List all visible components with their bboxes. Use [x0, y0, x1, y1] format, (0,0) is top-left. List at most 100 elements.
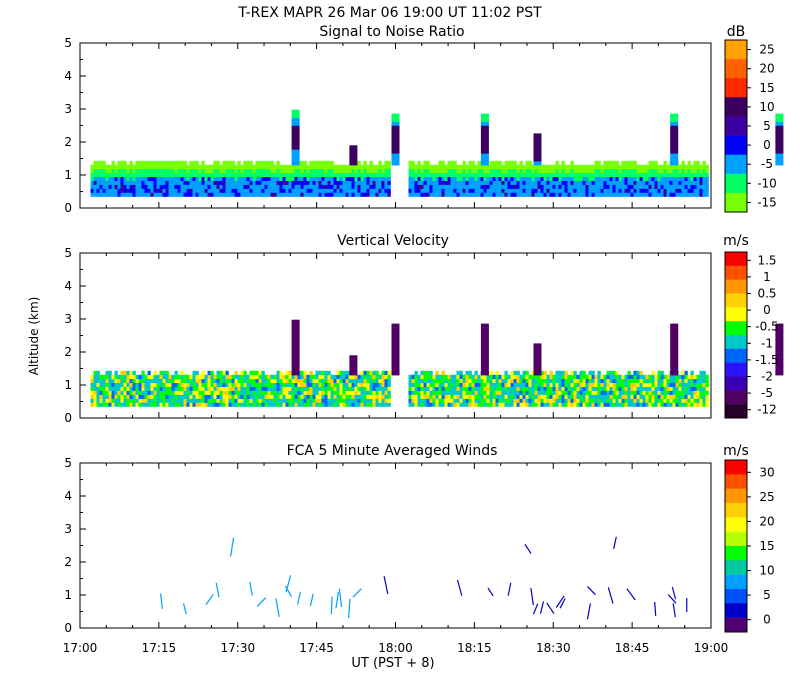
- field-cell: [510, 378, 514, 383]
- field-cell: [111, 180, 115, 185]
- field-cell: [657, 180, 661, 185]
- field-cell: [147, 378, 151, 383]
- field-cell: [108, 374, 112, 380]
- field-cell: [693, 176, 697, 181]
- field-cell: [444, 188, 448, 193]
- field-cell: [582, 172, 586, 177]
- colorbar-tick-label: -5: [761, 386, 773, 400]
- colorbar-swatch: [725, 617, 747, 633]
- field-cell: [540, 402, 544, 407]
- field-cell: [300, 172, 304, 177]
- field-cell: [192, 168, 196, 173]
- field-cell: [162, 402, 166, 407]
- field-cell: [498, 164, 502, 170]
- field-cell: [312, 382, 316, 387]
- field-cell: [312, 172, 316, 177]
- field-cell: [141, 184, 145, 189]
- field-cell: [198, 386, 202, 391]
- field-cell: [183, 164, 187, 170]
- field-cell: [141, 160, 145, 166]
- field-cell: [630, 176, 634, 181]
- field-cell: [564, 192, 568, 197]
- field-cell: [252, 164, 256, 170]
- field-cell: [168, 386, 172, 391]
- field-cell: [519, 394, 523, 399]
- field-cell: [105, 394, 109, 399]
- field-cell: [201, 164, 205, 170]
- field-cell: [480, 382, 484, 387]
- field-cell: [351, 374, 355, 380]
- field-cell: [420, 188, 424, 193]
- field-cell: [525, 192, 529, 197]
- field-cell: [678, 184, 682, 189]
- field-cell: [594, 192, 598, 197]
- field-cell: [378, 378, 382, 383]
- field-cell: [228, 172, 232, 177]
- field-cell: [549, 374, 553, 380]
- field-cell: [255, 188, 259, 193]
- field-cell: [474, 164, 478, 170]
- field-cell: [630, 164, 634, 170]
- field-cell: [168, 398, 172, 403]
- field-cell: [567, 374, 571, 380]
- field-cell: [570, 192, 574, 197]
- field-cell: [537, 390, 541, 395]
- field-cell: [363, 370, 367, 376]
- field-cell: [534, 180, 538, 185]
- field-cell: [670, 153, 679, 158]
- field-cell: [483, 184, 487, 189]
- field-cell: [372, 390, 376, 395]
- field-cell: [669, 188, 673, 193]
- y-tick-label: 1: [64, 588, 72, 602]
- field-cell: [489, 160, 493, 166]
- field-cell: [186, 176, 190, 181]
- field-cell: [702, 172, 706, 177]
- field-cell: [174, 160, 178, 166]
- field-cell: [288, 164, 292, 170]
- field-cell: [567, 180, 571, 185]
- field-cell: [342, 386, 346, 391]
- field-cell: [96, 394, 100, 399]
- field-cell: [483, 188, 487, 193]
- field-cell: [135, 390, 139, 395]
- field-cell: [144, 172, 148, 177]
- field-cell: [474, 394, 478, 399]
- field-cell: [534, 192, 538, 197]
- field-cell: [651, 378, 655, 383]
- field-cell: [522, 370, 526, 376]
- field-cell: [687, 386, 691, 391]
- field-cell: [420, 164, 424, 170]
- field-cell: [495, 188, 499, 193]
- field-cell: [391, 339, 400, 344]
- field-cell: [540, 390, 544, 395]
- field-cell: [378, 188, 382, 193]
- field-cell: [471, 378, 475, 383]
- field-cell: [105, 386, 109, 391]
- field-cell: [210, 172, 214, 177]
- field-cell: [108, 402, 112, 407]
- field-cell: [360, 176, 364, 181]
- field-cell: [690, 184, 694, 189]
- field-cell: [318, 382, 322, 387]
- field-cell: [273, 378, 277, 383]
- field-cell: [363, 386, 367, 391]
- field-cell: [645, 192, 649, 197]
- field-cell: [252, 184, 256, 189]
- field-cell: [687, 164, 691, 170]
- field-cell: [108, 398, 112, 403]
- field-cell: [312, 180, 316, 185]
- field-cell: [606, 176, 610, 181]
- field-cell: [492, 168, 496, 173]
- field-cell: [336, 168, 340, 173]
- field-cell: [391, 331, 400, 336]
- field-cell: [533, 133, 542, 138]
- field-cell: [357, 378, 361, 383]
- field-cell: [369, 390, 373, 395]
- field-cell: [312, 176, 316, 181]
- field-cell: [228, 164, 232, 170]
- field-cell: [270, 374, 274, 380]
- field-cell: [96, 172, 100, 177]
- colorbar-swatch: [725, 574, 747, 590]
- field-cell: [450, 382, 454, 387]
